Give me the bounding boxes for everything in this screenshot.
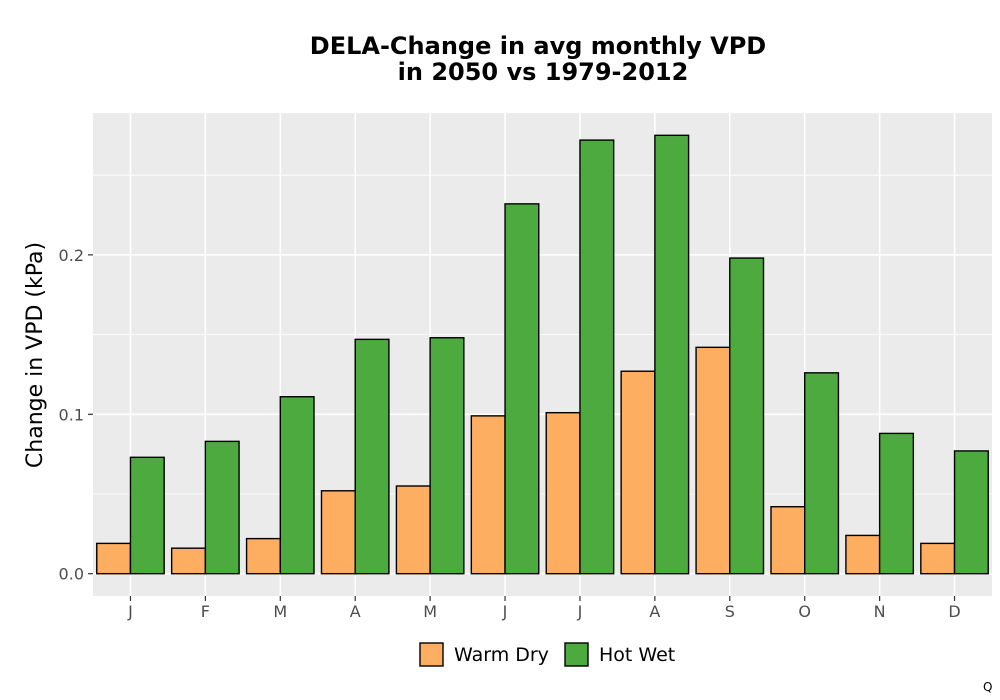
legend-label-hot-wet: Hot Wet: [599, 644, 675, 666]
bar-warm-dry: [395, 485, 431, 575]
x-tick-label: A: [649, 602, 660, 621]
y-axis-title: Change in VPD (kPa): [23, 242, 48, 468]
bar-hot-wet: [654, 134, 690, 575]
bar-warm-dry: [545, 411, 581, 575]
bar-hot-wet: [804, 372, 840, 575]
bar-warm-dry: [320, 490, 356, 575]
legend: Warm Dry Hot Wet: [419, 642, 675, 667]
corner-mark: Q: [983, 680, 992, 694]
x-tick-label: D: [948, 602, 960, 621]
x-tick-label: N: [874, 602, 886, 621]
x-tick-label: J: [127, 602, 133, 621]
bar-warm-dry: [770, 506, 806, 575]
y-tick-label: 0.1: [59, 405, 84, 424]
plot-panel: [93, 113, 992, 596]
bar-warm-dry: [620, 370, 656, 575]
bar-hot-wet: [878, 432, 915, 575]
bar-warm-dry: [920, 542, 956, 575]
bar-warm-dry: [470, 415, 506, 575]
legend-label-warm-dry: Warm Dry: [454, 644, 549, 666]
x-tick-label: J: [502, 602, 508, 621]
bar-hot-wet: [729, 257, 765, 575]
y-tick-label: 0.2: [59, 246, 84, 265]
legend-key-warm-dry: [419, 642, 444, 667]
legend-key-hot-wet: [564, 642, 589, 667]
bar-hot-wet: [204, 440, 240, 575]
x-tick-label: O: [798, 602, 811, 621]
x-tick-label: S: [725, 602, 735, 621]
bar-warm-dry: [245, 537, 281, 575]
bar-hot-wet: [579, 139, 615, 575]
x-tick-label: M: [423, 602, 437, 621]
bar-warm-dry: [695, 346, 731, 575]
bar-hot-wet: [279, 396, 315, 575]
bar-hot-wet: [129, 456, 165, 575]
bar-warm-dry: [96, 542, 132, 575]
bar-hot-wet: [429, 337, 465, 575]
bar-hot-wet: [504, 203, 540, 575]
bar-warm-dry: [845, 534, 881, 575]
bar-warm-dry: [170, 547, 207, 575]
x-tick-label: A: [350, 602, 361, 621]
chart-title: DELA-Change in avg monthly VPD in 2050 v…: [310, 32, 766, 86]
x-tick-label: M: [273, 602, 287, 621]
y-tick-label: 0.0: [59, 565, 84, 584]
x-tick-label: F: [201, 602, 210, 621]
x-tick-label: J: [577, 602, 583, 621]
chart-title-line-2: in 2050 vs 1979-2012: [398, 58, 689, 86]
plot-area: 0.0 0.1 0.2 J F M A M J J A S O N D: [59, 113, 992, 621]
chart-title-line-1: DELA-Change in avg monthly VPD: [310, 32, 766, 60]
bar-hot-wet: [354, 338, 390, 575]
bar-hot-wet: [953, 450, 989, 575]
